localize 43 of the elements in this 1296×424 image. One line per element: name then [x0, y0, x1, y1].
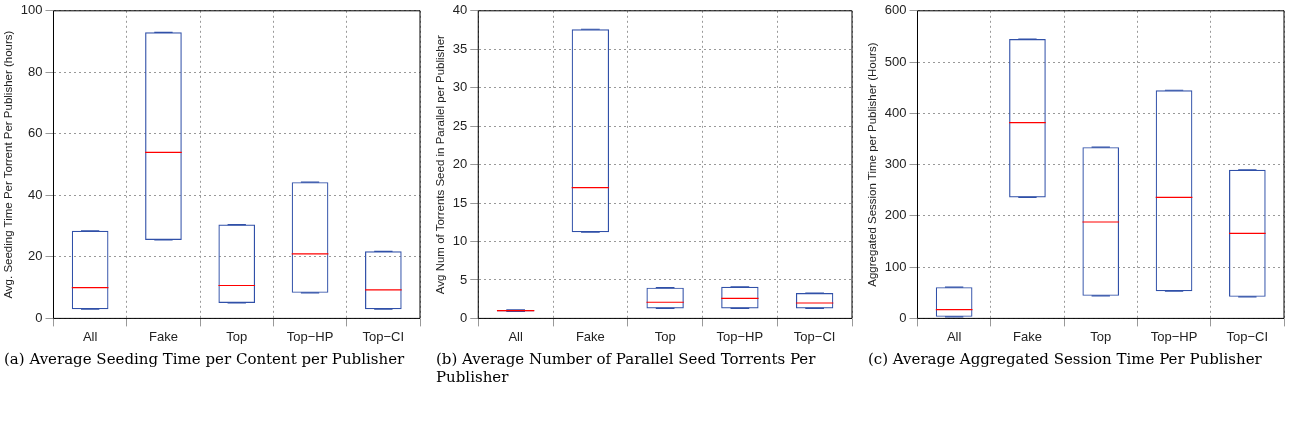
- y-tick-label: 15: [452, 194, 468, 210]
- x-tick-label: Top−HP: [716, 328, 764, 344]
- y-tick-label: 5: [460, 271, 468, 287]
- y-tick-label: 30: [452, 79, 468, 95]
- y-tick-label: 80: [28, 63, 43, 79]
- x-tick-label: Fake: [148, 328, 178, 344]
- x-tick-label: Top: [226, 328, 248, 344]
- y-tick-label: 0: [899, 309, 907, 325]
- y-tick-label: 300: [884, 156, 907, 172]
- y-tick-label: 40: [452, 2, 468, 18]
- y-tick-label: 20: [28, 248, 43, 264]
- y-axis-title: Avg. Seeding Time Per Torrent Per Publisher (hours): [2, 30, 15, 299]
- x-tick-label: Top−CI: [1226, 328, 1269, 344]
- y-tick-label: 25: [452, 117, 468, 133]
- y-tick-label: 600: [884, 2, 907, 18]
- y-tick-label: 40: [28, 186, 43, 202]
- x-tick-label: All: [82, 328, 98, 344]
- x-tick-label: Top−CI: [362, 328, 405, 344]
- y-tick-label: 500: [884, 53, 907, 69]
- y-tick-label: 60: [28, 125, 43, 141]
- x-tick-label: All: [946, 328, 962, 344]
- y-tick-label: 0: [460, 309, 468, 325]
- y-tick-label: 35: [452, 40, 468, 56]
- x-tick-label: Top−CI: [793, 328, 836, 344]
- text: (c) Average Aggregated Session Time Per Publisher: [867, 349, 1263, 368]
- x-tick-label: Fake: [575, 328, 605, 344]
- y-axis-title: Aggregated Session Time per Publisher (Hours): [866, 42, 879, 287]
- x-tick-label: Fake: [1012, 328, 1042, 344]
- y-tick-label: 400: [884, 104, 907, 120]
- x-tick-label: Top−HP: [1150, 328, 1198, 344]
- y-axis-title: Avg Num of Torrents Seed in Parallel per Publisher: [434, 34, 447, 295]
- text: (a) Average Seeding Time per Content per Publisher: [3, 349, 406, 368]
- x-tick-label: Top−HP: [286, 328, 334, 344]
- y-tick-label: 0: [35, 309, 43, 325]
- x-tick-label: Top: [1090, 328, 1112, 344]
- x-tick-label: Top: [654, 328, 676, 344]
- text: (b) Average Number of Parallel Seed Torrents Per Publisher: [435, 349, 817, 386]
- y-tick-label: 100: [20, 2, 43, 18]
- y-tick-label: 200: [884, 207, 907, 223]
- y-tick-label: 20: [452, 156, 468, 172]
- x-tick-label: All: [508, 328, 523, 344]
- y-tick-label: 100: [884, 258, 907, 274]
- y-tick-label: 10: [452, 233, 468, 249]
